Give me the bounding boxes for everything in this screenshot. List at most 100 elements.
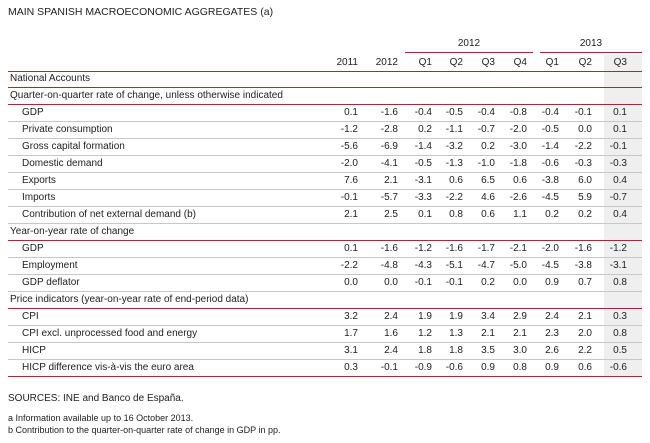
cell: 0.8 — [449, 209, 463, 220]
column-header: Q2 — [449, 57, 463, 68]
row-rule — [8, 342, 642, 343]
row-rule — [8, 308, 642, 309]
column-header: Q2 — [578, 57, 592, 68]
cell: 0.8 — [613, 328, 627, 339]
cell: 3.2 — [344, 311, 358, 322]
cell: -0.1 — [414, 277, 432, 288]
cell: 2.6 — [545, 345, 559, 356]
cell: -0.4 — [477, 107, 495, 118]
cell: 0.4 — [613, 175, 627, 186]
row-label: Employment — [22, 260, 78, 271]
cell: -2.2 — [445, 192, 463, 203]
cell: -1.4 — [414, 141, 432, 152]
cell: -2.6 — [509, 192, 527, 203]
cell: -0.9 — [414, 362, 432, 373]
cell: 5.9 — [578, 192, 592, 203]
cell: -3.8 — [541, 175, 559, 186]
row-rule — [8, 104, 642, 105]
cell: 0.6 — [513, 175, 527, 186]
cell: -6.9 — [380, 141, 398, 152]
cell: -0.8 — [509, 107, 527, 118]
cell: 0.8 — [513, 362, 527, 373]
cell: -0.5 — [541, 124, 559, 135]
row-rule — [8, 223, 642, 224]
cell: -0.5 — [445, 107, 463, 118]
section-label: National Accounts — [10, 73, 91, 84]
cell: -2.8 — [380, 124, 398, 135]
row-label: HICP difference vis-à-vis the euro area — [22, 362, 194, 373]
title-line: MAIN SPANISH MACROECONOMIC AGGREGATES (a… — [8, 6, 273, 18]
cell: -1.6 — [380, 107, 398, 118]
cell: 1.8 — [418, 345, 432, 356]
cell: 0.0 — [578, 124, 592, 135]
row-rule — [8, 291, 642, 292]
cell: -5.0 — [509, 260, 527, 271]
cell: 0.3 — [613, 311, 627, 322]
note: a Information available up to 16 October… — [8, 413, 194, 423]
row-rule — [8, 87, 642, 88]
cell: 1.9 — [418, 311, 432, 322]
section-label: Price indicators (year-on-year rate of e… — [10, 294, 249, 305]
row-rule — [8, 206, 642, 207]
row-label: Contribution of net external demand (b) — [22, 209, 196, 220]
cell: 0.0 — [513, 277, 527, 288]
row-label: CPI — [22, 311, 39, 322]
section-label: Quarter-on-quarter rate of change, unles… — [10, 90, 283, 101]
group-header: 2013 — [579, 38, 603, 49]
cell: -3.8 — [574, 260, 592, 271]
cell: 0.1 — [613, 107, 627, 118]
column-header: 2011 — [336, 57, 358, 68]
column-header: Q1 — [418, 57, 432, 68]
row-label: Exports — [22, 175, 56, 186]
cell: -1.6 — [380, 243, 398, 254]
cell: 0.9 — [481, 362, 495, 373]
cell: -4.5 — [541, 260, 559, 271]
row-label: CPI excl. unprocessed food and energy — [22, 328, 198, 339]
cell: 0.9 — [545, 277, 559, 288]
row-rule — [8, 240, 642, 241]
cell: -5.6 — [340, 141, 358, 152]
cell: -0.1 — [445, 277, 463, 288]
row-label: Private consumption — [22, 124, 113, 135]
row-label: Domestic demand — [22, 158, 103, 169]
highlight-column — [604, 55, 642, 377]
cell: 2.4 — [384, 345, 398, 356]
cell: 1.9 — [449, 311, 463, 322]
cell: 3.4 — [481, 311, 495, 322]
cell: -0.3 — [574, 158, 592, 169]
row-label: HICP — [22, 345, 46, 356]
cell: 0.7 — [578, 277, 592, 288]
cell: -1.6 — [574, 243, 592, 254]
column-header: 2012 — [375, 57, 398, 68]
row-label: GDP deflator — [22, 277, 80, 288]
cell: -1.0 — [477, 158, 495, 169]
cell: 0.1 — [613, 124, 627, 135]
cell: 0.1 — [418, 209, 432, 220]
cell: 2.5 — [384, 209, 398, 220]
column-header: Q4 — [513, 57, 527, 68]
row-rule — [8, 274, 642, 275]
cell: -0.7 — [477, 124, 495, 135]
cell: -3.1 — [414, 175, 432, 186]
cell: -2.2 — [340, 260, 358, 271]
cell: 2.4 — [545, 311, 559, 322]
cell: -2.0 — [340, 158, 358, 169]
sources: SOURCES: INE and Banco de España. — [8, 393, 184, 404]
cell: -0.4 — [541, 107, 559, 118]
cell: 1.2 — [418, 328, 432, 339]
header-rule — [8, 71, 642, 72]
cell: 6.0 — [578, 175, 592, 186]
cell: -2.1 — [509, 243, 527, 254]
cell: 0.6 — [449, 175, 463, 186]
cell: -4.3 — [414, 260, 432, 271]
cell: -5.1 — [445, 260, 463, 271]
title: MAIN SPANISH MACROECONOMIC AGGREGATES — [8, 6, 258, 18]
cell: 0.1 — [344, 107, 358, 118]
row-rule — [8, 155, 642, 156]
row-rule — [8, 121, 642, 122]
cell: 0.2 — [481, 277, 495, 288]
cell: -1.2 — [609, 243, 627, 254]
cell: -0.4 — [414, 107, 432, 118]
cell: 0.0 — [384, 277, 398, 288]
cell: -4.1 — [380, 158, 398, 169]
